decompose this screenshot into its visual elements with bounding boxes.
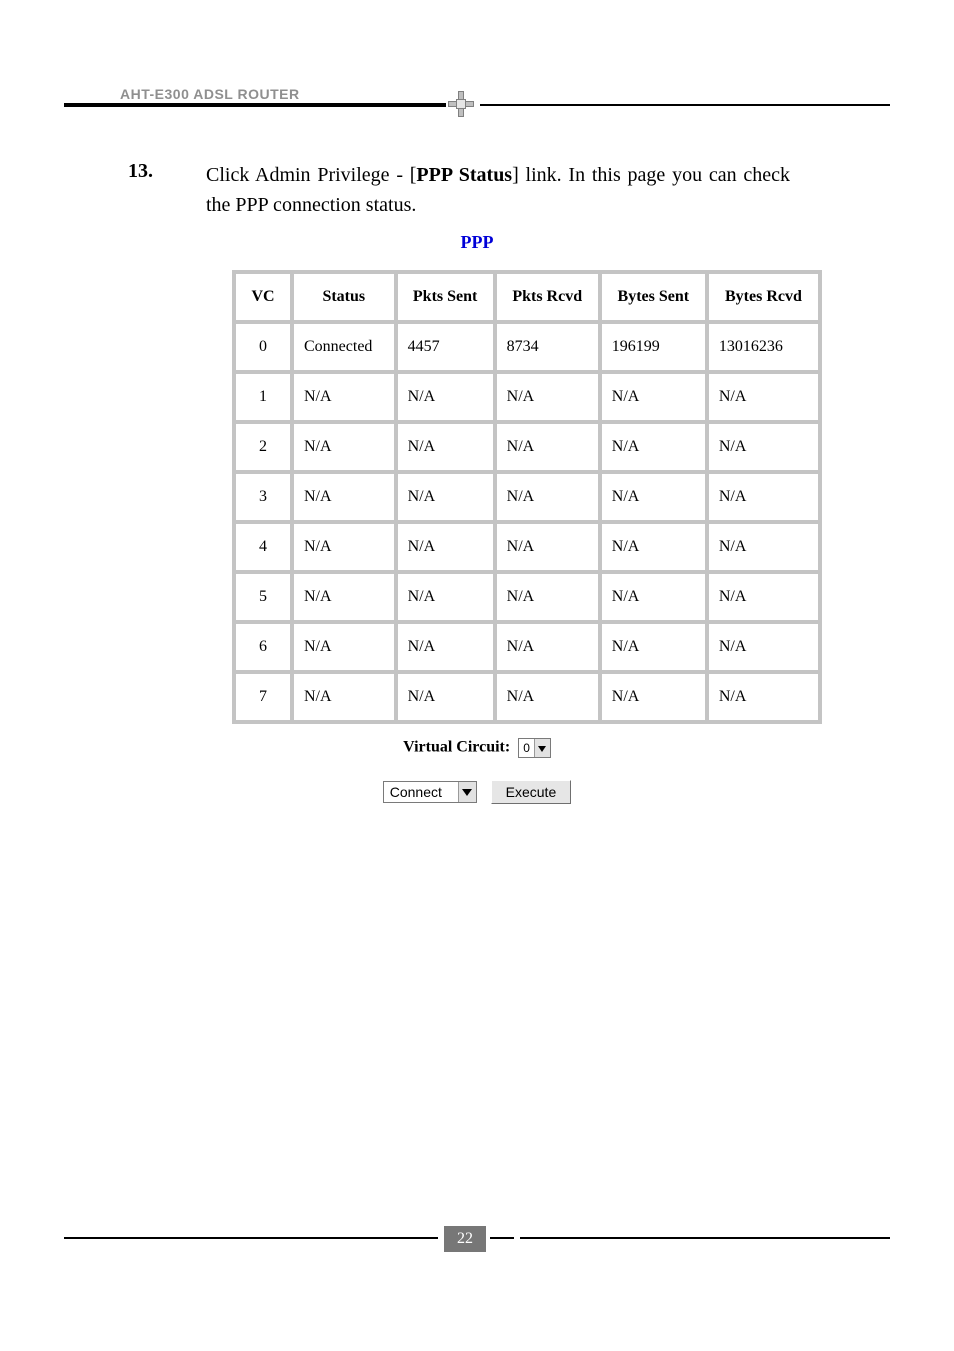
cell: N/A [397,373,494,421]
section-heading-ppp: PPP [0,232,954,253]
virtual-circuit-value: 0 [519,739,534,757]
table-row: 5 N/A N/A N/A N/A N/A [235,573,819,621]
cell: N/A [293,673,395,721]
header-rule-right [480,104,890,106]
cell: N/A [293,573,395,621]
page-root: AHT-E300 ADSL ROUTER 13. Click Admin Pri… [0,0,954,1351]
table-row: 4 N/A N/A N/A N/A N/A [235,523,819,571]
cell: N/A [708,373,819,421]
table-row: 1 N/A N/A N/A N/A N/A [235,373,819,421]
cell: 2 [235,423,291,471]
ppp-table-body: 0 Connected 4457 8734 196199 13016236 1 … [235,323,819,721]
col-pkts-rcvd: Pkts Rcvd [496,273,599,321]
cell: N/A [397,473,494,521]
cell: N/A [293,373,395,421]
cell: N/A [496,623,599,671]
table-row: 3 N/A N/A N/A N/A N/A [235,473,819,521]
col-bytes-sent: Bytes Sent [601,273,706,321]
cell: 8734 [496,323,599,371]
action-row: Connect Execute [0,780,954,804]
table-header-row: VC Status Pkts Sent Pkts Rcvd Bytes Sent… [235,273,819,321]
table-row: 0 Connected 4457 8734 196199 13016236 [235,323,819,371]
cell: N/A [496,423,599,471]
virtual-circuit-row: Virtual Circuit: 0 [0,738,954,758]
table-row: 7 N/A N/A N/A N/A N/A [235,673,819,721]
cell: N/A [601,523,706,571]
cell: 0 [235,323,291,371]
step-text-pre: Click Admin Privilege - [ [206,164,416,186]
page-number-badge: 22 [444,1226,486,1252]
chevron-down-icon [534,739,550,757]
cell: 1 [235,373,291,421]
col-bytes-rcvd: Bytes Rcvd [708,273,819,321]
cell: N/A [293,623,395,671]
ppp-table: VC Status Pkts Sent Pkts Rcvd Bytes Sent… [232,270,822,724]
cell: N/A [397,423,494,471]
step-number: 13. [128,160,153,183]
cell: N/A [601,573,706,621]
cell: 4457 [397,323,494,371]
footer-rule-right [520,1237,890,1239]
action-select[interactable]: Connect [383,781,477,803]
header-ornament-icon [448,91,474,117]
table-row: 6 N/A N/A N/A N/A N/A [235,623,819,671]
col-status: Status [293,273,395,321]
ppp-table-wrap: VC Status Pkts Sent Pkts Rcvd Bytes Sent… [232,270,822,724]
cell: N/A [708,623,819,671]
footer-rule-left [64,1237,438,1239]
cell: N/A [293,523,395,571]
footer-rule-stub [490,1237,514,1239]
cell: N/A [708,523,819,571]
cell: 196199 [601,323,706,371]
cell: N/A [601,423,706,471]
header-product-name: AHT-E300 ADSL ROUTER [120,86,300,102]
cell: N/A [397,573,494,621]
cell: N/A [496,673,599,721]
cell: N/A [397,623,494,671]
cell: N/A [601,623,706,671]
virtual-circuit-select[interactable]: 0 [518,738,551,758]
header-rule-left [64,103,446,107]
step-text-bold: PPP Status [416,164,512,186]
action-selected-value: Connect [384,782,458,802]
cell: N/A [496,523,599,571]
cell: 5 [235,573,291,621]
step-text: Click Admin Privilege - [PPP Status] lin… [206,160,790,220]
cell: 13016236 [708,323,819,371]
cell: 6 [235,623,291,671]
cell: N/A [496,373,599,421]
cell: N/A [601,373,706,421]
virtual-circuit-label: Virtual Circuit: [403,739,510,756]
cell: N/A [293,473,395,521]
chevron-down-icon [458,782,476,802]
cell: N/A [708,423,819,471]
cell: Connected [293,323,395,371]
cell: N/A [708,673,819,721]
col-vc: VC [235,273,291,321]
cell: N/A [496,573,599,621]
cell: N/A [293,423,395,471]
cell: N/A [708,573,819,621]
execute-button[interactable]: Execute [491,780,572,804]
col-pkts-sent: Pkts Sent [397,273,494,321]
cell: N/A [397,523,494,571]
cell: 7 [235,673,291,721]
table-row: 2 N/A N/A N/A N/A N/A [235,423,819,471]
cell: 3 [235,473,291,521]
cell: N/A [601,673,706,721]
cell: 4 [235,523,291,571]
cell: N/A [708,473,819,521]
cell: N/A [601,473,706,521]
cell: N/A [397,673,494,721]
cell: N/A [496,473,599,521]
